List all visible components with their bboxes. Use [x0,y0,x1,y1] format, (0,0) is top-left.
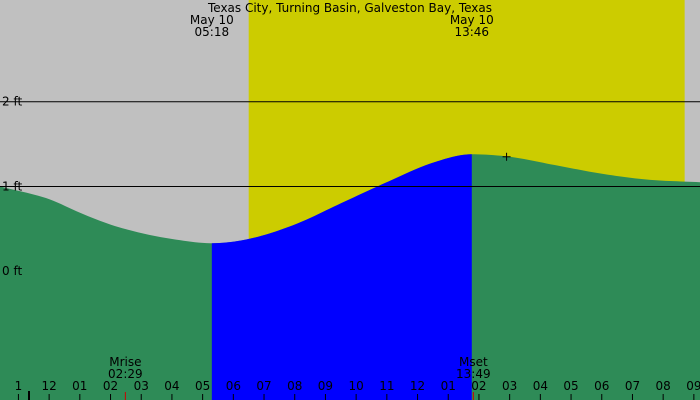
chart-title: Texas City, Turning Basin, Galveston Bay… [207,1,492,15]
x-axis: 1 12 01 02 03 04 05 06 07 08 09 10 11 12 01 02 03 04 05 06 0… [15,379,700,400]
event-time-label: 05:18 [195,25,230,39]
x-tick-label: 01 [72,379,87,393]
x-tick-label: 03 [134,379,149,393]
x-tick-label: 08 [287,379,302,393]
event-time-label: 13:46 [454,25,489,39]
moon-event-label: Mrise [109,355,141,369]
x-tick-label: 04 [533,379,548,393]
moon-event-time: 13:49 [456,367,491,381]
x-tick-label: 08 [656,379,671,393]
x-tick-label: 05 [563,379,578,393]
x-tick-label: 1 [15,379,23,393]
y-tick-label: 2 ft [2,95,22,109]
event-date-label: May 10 [450,13,494,27]
x-tick-label: 10 [348,379,363,393]
x-tick-label: 06 [594,379,609,393]
x-tick-label: 06 [226,379,241,393]
y-tick-label: 0 ft [2,264,22,278]
y-axis-labels: 2 ft 1 ft 0 ft [2,95,22,278]
x-tick-label: 05 [195,379,210,393]
moon-event-label: Mset [459,355,488,369]
x-tick-label: 02 [103,379,118,393]
x-tick-label: 07 [625,379,640,393]
tide-highlight-path [211,154,472,400]
current-position [502,152,511,161]
x-tick-label: 12 [410,379,425,393]
x-tick-label: 03 [502,379,517,393]
x-tick-label: 09 [318,379,333,393]
x-tick-label: 07 [256,379,271,393]
moon-event-time: 02:29 [108,367,143,381]
x-tick-label: 02 [471,379,486,393]
x-tick-label: 04 [164,379,179,393]
x-tick-label: 11 [379,379,394,393]
x-tick-label: 12 [41,379,56,393]
gridlines [0,101,700,187]
event-date-label: May 10 [190,13,234,27]
y-tick-label: 1 ft [2,179,22,193]
x-tick-label: 01 [441,379,456,393]
tide-area [0,154,700,400]
x-tick-label: 09 [686,379,700,393]
